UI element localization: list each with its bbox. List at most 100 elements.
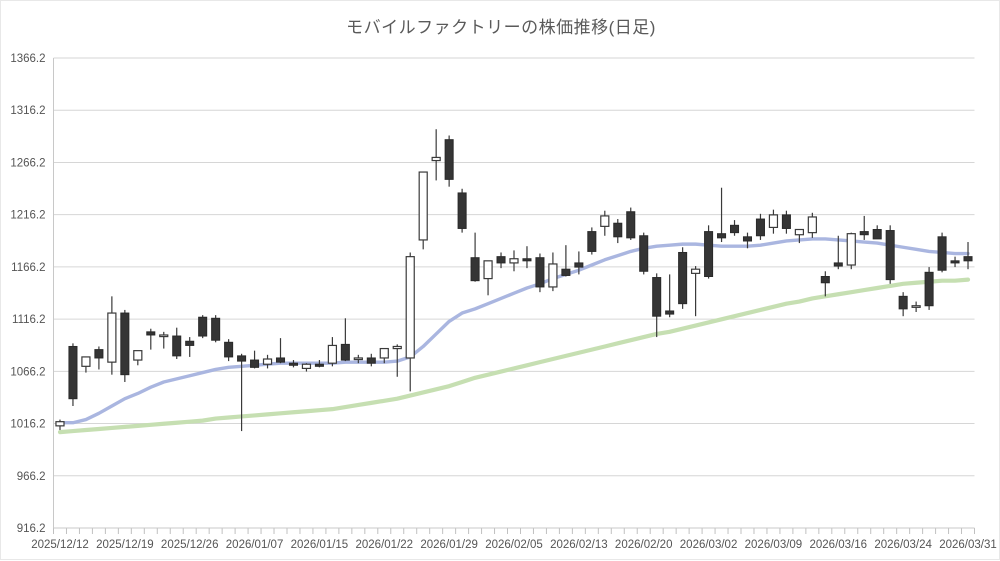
candlestick	[885, 225, 895, 284]
candlestick	[483, 260, 493, 296]
long-term-moving-average-line	[57, 277, 971, 435]
candle-body-bullish	[327, 344, 338, 364]
candle-body-bullish	[807, 216, 817, 234]
candlestick	[678, 247, 688, 309]
candlestick	[366, 353, 376, 367]
x-axis-tick-label: 2026/03/16	[810, 539, 868, 551]
candle-body-bearish	[859, 231, 869, 236]
candlestick	[522, 246, 532, 269]
candle-body-bearish	[833, 262, 843, 267]
candlestick	[963, 242, 973, 270]
candle-body-bearish	[237, 355, 247, 362]
candle-body-bearish	[639, 235, 649, 272]
candle-body-bullish	[81, 356, 91, 367]
candlestick	[872, 225, 882, 240]
candlestick	[548, 252, 558, 292]
candle-body-bearish	[717, 233, 727, 239]
candle-body-bullish	[431, 156, 441, 162]
candle-body-bearish	[898, 295, 908, 310]
candlestick	[574, 251, 584, 275]
candlestick	[288, 360, 298, 368]
candle-body-bullish	[133, 350, 143, 361]
x-axis-tick-label: 2026/02/05	[485, 539, 543, 551]
candle-body-bearish	[820, 276, 830, 284]
candlestick	[820, 271, 830, 297]
candle-body-bullish	[690, 268, 701, 274]
x-axis-tick-label: 2026/03/24	[874, 539, 932, 551]
candle-body-bearish	[522, 258, 532, 262]
candlestick	[133, 350, 143, 366]
candlestick	[275, 338, 286, 364]
candle-body-bearish	[198, 316, 208, 337]
candlestick	[898, 292, 908, 317]
candle-body-bearish	[678, 251, 688, 305]
candlestick	[652, 273, 662, 338]
candle-body-bearish	[275, 357, 286, 363]
candle-body-bearish	[704, 231, 714, 277]
y-axis-tick-label: 966.2	[17, 471, 46, 483]
candlestick	[250, 350, 260, 369]
candle-body-bearish	[872, 229, 882, 240]
candle-body-bearish	[924, 271, 934, 307]
candle-body-bullish	[911, 305, 921, 308]
candle-body-bullish	[392, 345, 402, 350]
candlestick	[535, 253, 545, 293]
y-axis-tick-label: 1166.2	[11, 262, 45, 274]
candle-body-bullish	[509, 258, 519, 264]
candle-body-bearish	[496, 256, 506, 264]
candle-body-bearish	[366, 357, 376, 364]
candle-body-bearish	[470, 257, 480, 282]
candlestick	[418, 171, 428, 250]
candle-body-bearish	[146, 331, 156, 336]
candle-body-bearish	[444, 139, 454, 180]
candle-body-bearish	[535, 257, 545, 288]
candle-body-bearish	[652, 277, 662, 317]
candlestick	[262, 354, 273, 369]
y-axis-tick-label: 1216.2	[10, 210, 45, 222]
y-axis-tick-label: 1366.2	[10, 53, 45, 65]
candle-body-bullish	[379, 347, 389, 359]
candle-body-bullish	[159, 334, 169, 338]
y-axis-tick-label: 1116.2	[12, 314, 45, 326]
candlestick	[833, 235, 843, 270]
candlestick	[742, 232, 753, 249]
candlestick	[107, 296, 117, 375]
candle-body-bullish	[107, 312, 117, 363]
candle-body-bullish	[846, 233, 856, 266]
candlestick	[781, 210, 791, 234]
x-axis-tick-label: 2026/03/02	[680, 539, 738, 551]
candlestick	[509, 250, 519, 272]
candle-body-bearish	[587, 231, 597, 252]
candlestick	[146, 328, 156, 350]
candlestick	[950, 256, 960, 268]
candle-body-bearish	[626, 211, 636, 239]
short-term-moving-average-line	[58, 237, 970, 425]
candlestick	[340, 318, 350, 362]
x-axis-tick-label: 2026/01/29	[420, 539, 478, 551]
candlestick	[185, 337, 195, 357]
x-axis-tick-label: 2026/03/31	[939, 539, 997, 551]
candle-body-bearish	[250, 359, 260, 368]
x-axis-tickmarks	[53, 528, 975, 534]
candle-body-bearish	[457, 192, 467, 229]
candlestick	[457, 188, 467, 233]
candlestick	[55, 419, 65, 431]
candlestick	[730, 220, 740, 236]
x-axis-tick-label: 2026/02/13	[550, 539, 608, 551]
x-axis-tick-label: 2026/03/09	[745, 539, 803, 551]
candle-body-bearish	[211, 317, 221, 341]
candle-body-bearish	[68, 345, 78, 400]
candlestick	[198, 315, 208, 339]
candle-body-bearish	[885, 230, 895, 281]
candle-body-bearish	[937, 236, 947, 271]
candle-body-bearish	[314, 363, 324, 367]
candlestick	[224, 339, 234, 362]
x-axis-labels: 2025/12/12 2025/12/19 2025/12/26 2026/01/07…	[31, 539, 997, 551]
candle-body-bearish	[561, 268, 571, 276]
candle-body-bullish	[483, 260, 493, 280]
candlestick	[755, 213, 765, 240]
candle-body-bullish	[262, 358, 273, 365]
candlestick	[444, 135, 454, 187]
candle-body-bearish	[288, 362, 298, 366]
